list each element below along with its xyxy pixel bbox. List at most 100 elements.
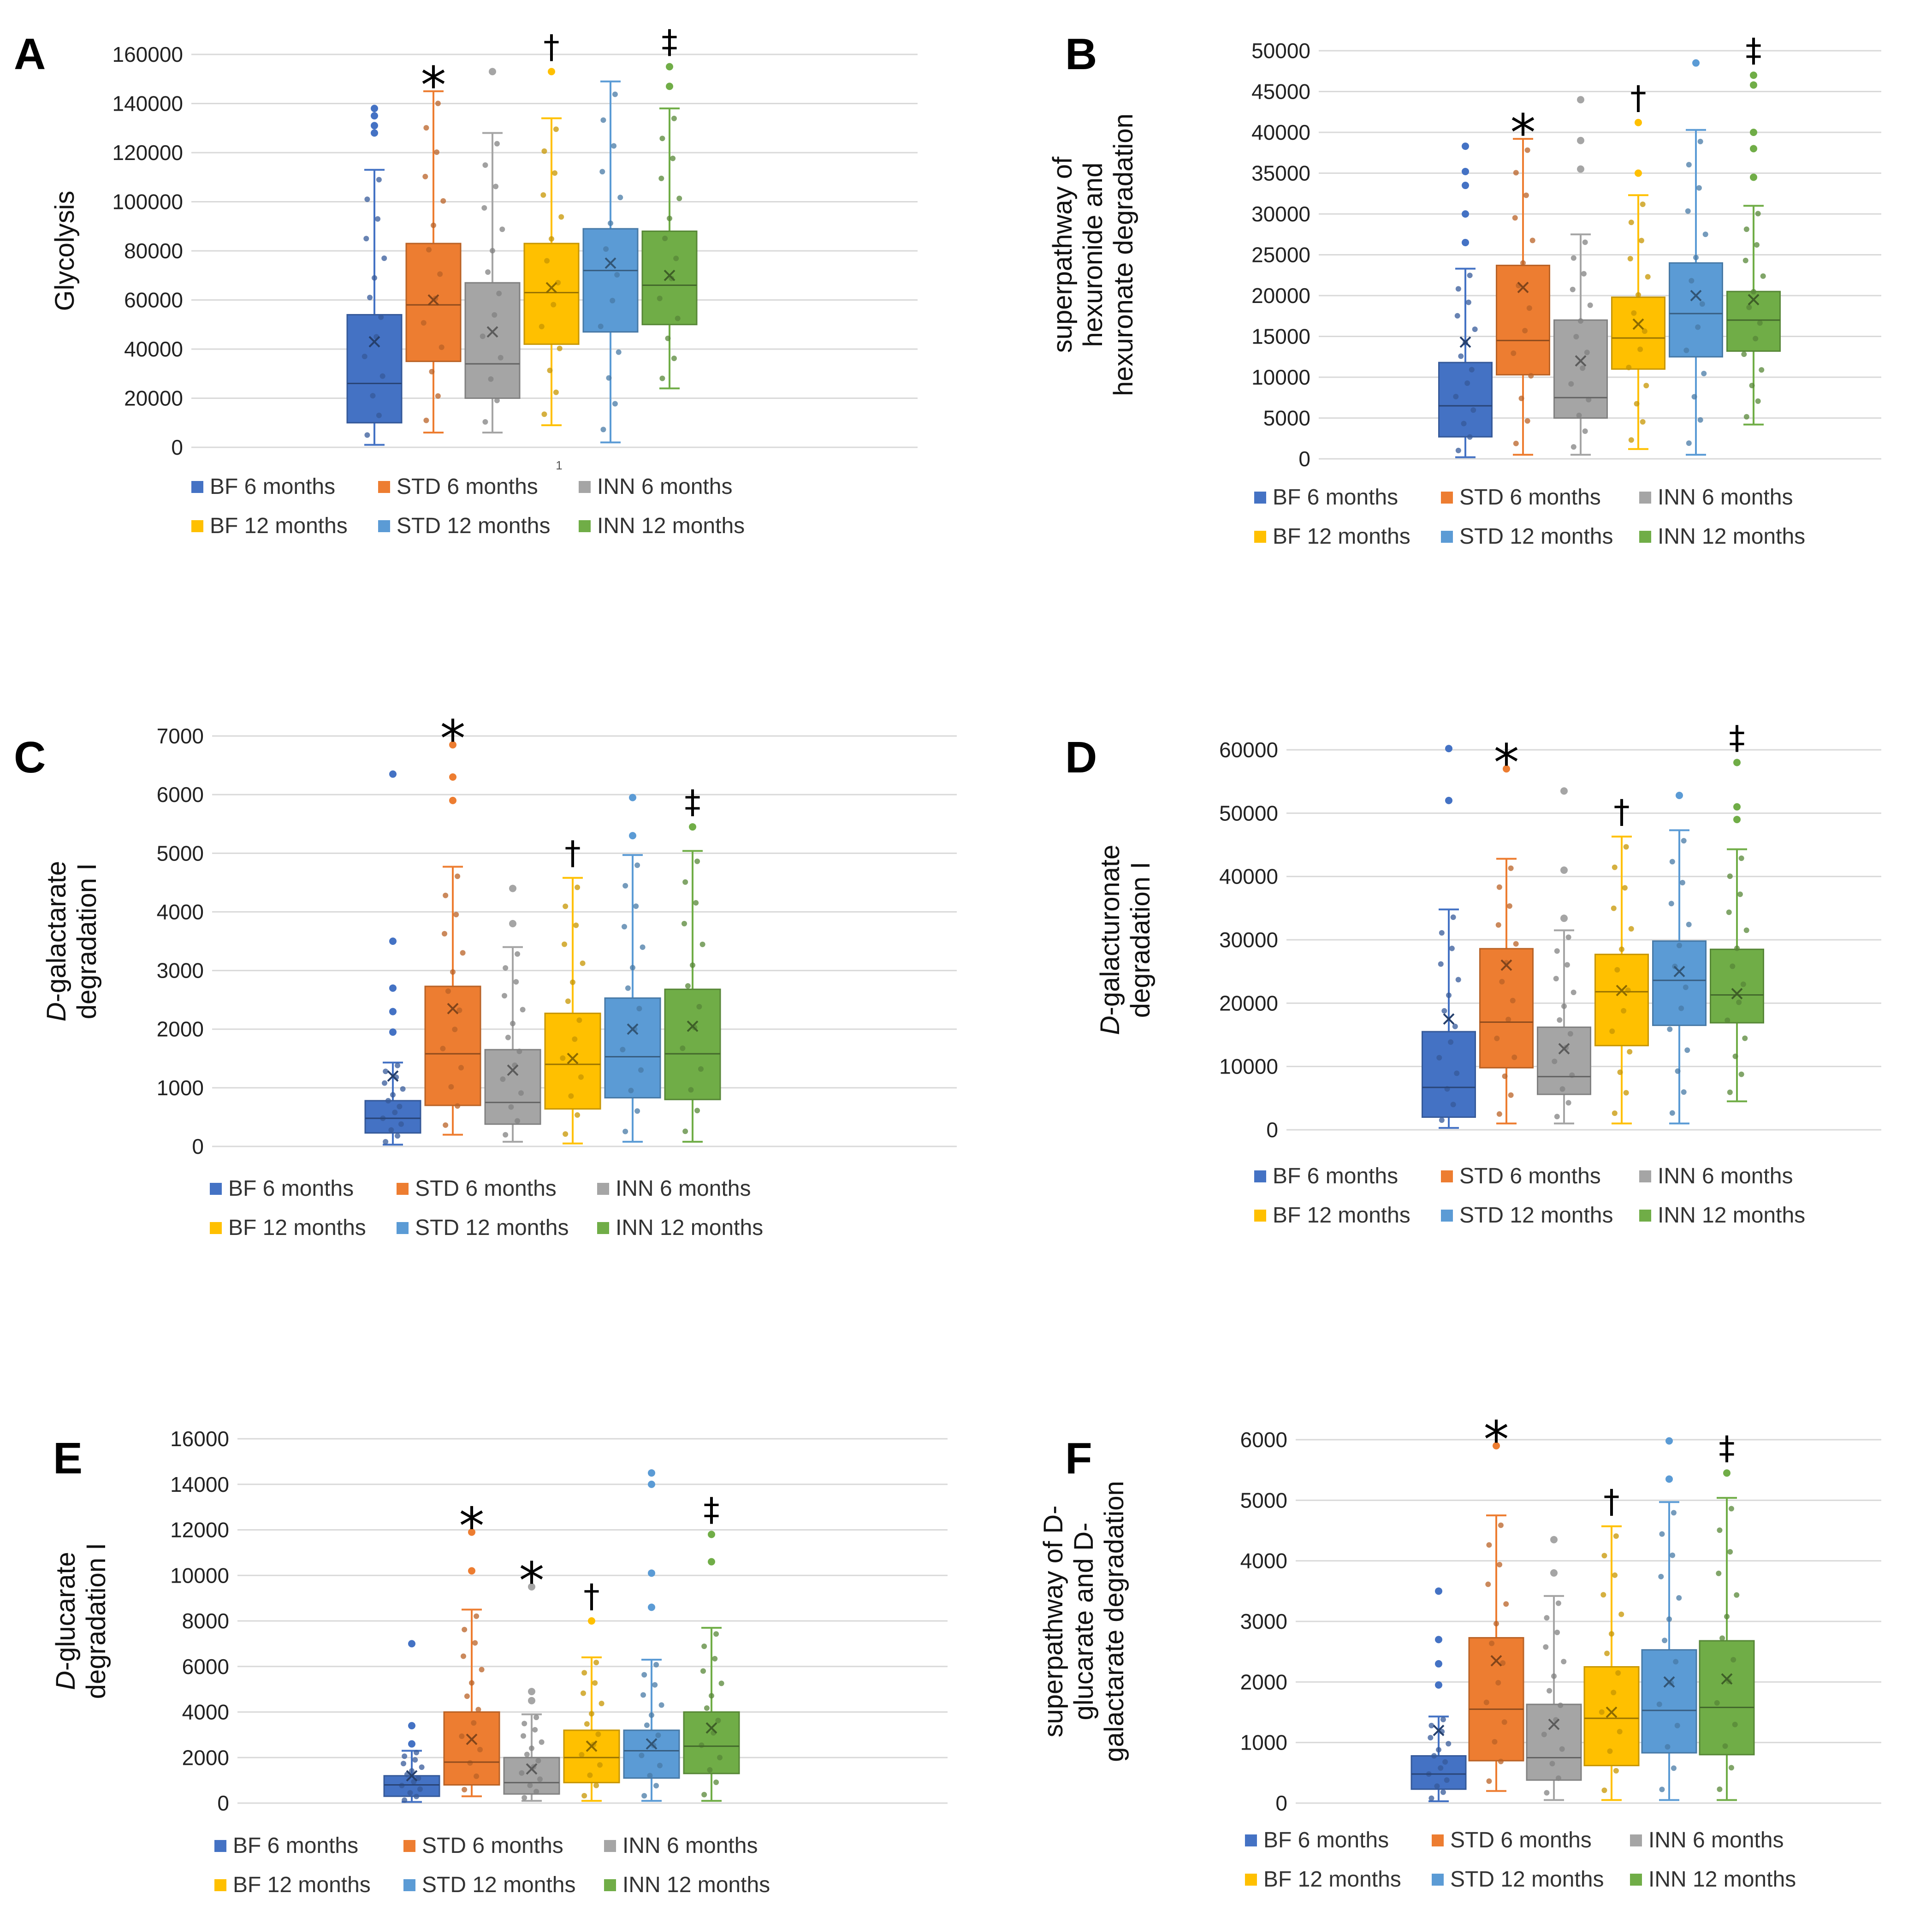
x-category-label: 1 [556,458,562,472]
data-point [1570,990,1576,996]
data-point [647,1773,653,1779]
box-2 [464,68,521,434]
y-axis-label-line: D-glucarate [51,1552,81,1690]
data-point [1440,1789,1446,1795]
iqr-box [641,230,698,326]
data-point [694,858,700,864]
data-point [455,873,461,879]
data-point [640,1692,646,1698]
legend-swatch [579,481,591,493]
data-point [445,988,451,994]
data-point [1495,922,1501,928]
iqr-box [346,314,403,424]
legend-item: BF 6 months [1254,1164,1398,1188]
outlier-point [1750,81,1757,89]
data-point [426,247,432,253]
data-point [376,177,382,183]
data-point [576,1017,582,1023]
mean-marker [1632,318,1644,330]
y-tick-label: 8000 [182,1609,229,1633]
data-point [606,375,612,381]
data-point [693,900,699,906]
data-point [1561,1003,1567,1009]
mean-x-stroke [1663,1676,1675,1688]
legend-item: BF 12 months [1245,1867,1401,1892]
data-point [1734,1592,1740,1598]
data-point [1450,1102,1456,1108]
data-point [1580,365,1586,371]
data-point [382,1080,387,1086]
panel-letter: A [14,30,46,79]
legend-label: INN 12 months [597,514,745,538]
box-3: † [563,1577,620,1802]
data-point [1455,447,1461,453]
outlier-point [449,773,456,781]
data-point [1564,962,1570,968]
data-point [1510,997,1516,1003]
data-point [1469,367,1475,373]
data-point [474,1613,480,1619]
data-point [471,1720,477,1726]
legend-swatch [1245,1834,1257,1846]
data-point [1742,257,1748,263]
data-point [1612,1572,1618,1578]
data-point [1578,318,1583,324]
significance-marker: † [544,28,560,65]
y-tick-label: 35000 [1251,161,1310,185]
legend-swatch [1630,1834,1642,1846]
y-tick-label: 160000 [113,42,184,66]
data-point [1702,231,1708,237]
outlier-point [389,1028,397,1036]
data-point [1544,1615,1550,1621]
legend-swatch [378,520,390,532]
data-point [1760,273,1766,279]
legend-swatch [191,481,203,493]
data-point [1436,1055,1442,1061]
data-point [1628,926,1634,932]
legend-swatch [397,1222,409,1234]
y-tick-label: 30000 [1219,928,1278,952]
data-point [527,1782,533,1788]
data-point [610,297,616,303]
legend-label: BF 6 months [233,1834,358,1858]
data-point [622,883,628,889]
data-point [1441,1008,1447,1014]
data-point [1601,1787,1607,1793]
data-point [1728,1506,1734,1512]
data-point [423,417,429,423]
outlier-point [509,884,516,892]
mean-marker [586,1740,598,1752]
data-point [1728,1765,1734,1771]
data-point [1555,1600,1561,1606]
significance-marker: ‡ [704,1490,720,1528]
mean-x-stroke [1575,355,1587,367]
iqr-box [1410,1755,1467,1790]
data-point [437,271,443,277]
legend-item: INN 12 months [1639,524,1805,549]
data-point [1681,1089,1687,1095]
data-point [675,315,681,321]
outlier-point [1462,210,1469,218]
data-point [563,903,569,909]
data-point [1576,412,1582,418]
y-tick-label: 40000 [1251,120,1310,144]
y-tick-label: 0 [1298,447,1310,471]
mean-x-stroke [1616,985,1628,997]
data-point [639,1752,645,1758]
data-point [1755,398,1761,404]
box-5: ‡ [1699,1429,1755,1801]
outlier-point [648,1469,655,1477]
mean-marker [1433,1724,1445,1736]
outlier-point [389,938,397,945]
data-point [694,1108,700,1114]
legend-label: STD 6 months [1459,1164,1601,1188]
box-3: † [1611,79,1665,450]
data-point [1643,383,1649,389]
data-point [612,401,618,407]
box-1: * [1496,103,1550,456]
data-point [1642,328,1648,334]
data-point [524,1751,530,1757]
data-point [462,1626,468,1632]
data-point [469,1680,474,1686]
legend-label: STD 6 months [1459,485,1601,510]
